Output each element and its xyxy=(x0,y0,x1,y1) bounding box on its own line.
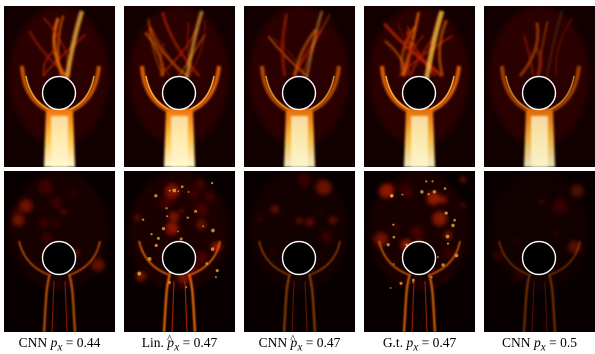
caption-value: 0.44 xyxy=(76,335,101,350)
caption-value: 0.47 xyxy=(432,335,457,350)
caption-value: 0.47 xyxy=(193,335,218,350)
bottom-flow-svg xyxy=(4,171,115,332)
caption-3: CNN p^x = 0.47 xyxy=(258,333,341,354)
caption-subscript: x xyxy=(57,341,63,354)
panel-top-1 xyxy=(4,6,115,167)
caption-2: Lin. p^x = 0.47 xyxy=(141,333,218,354)
caption-value: 0.5 xyxy=(560,335,577,350)
bottom-flow-svg xyxy=(124,171,235,332)
caption-symbol: p xyxy=(533,335,541,350)
caption-relation: = xyxy=(305,335,314,350)
caption-method: Lin. xyxy=(141,335,164,350)
caption-value: 0.47 xyxy=(316,335,341,350)
panel-bottom-5 xyxy=(484,171,595,332)
caption-relation: = xyxy=(182,335,191,350)
caption-symbol: p xyxy=(406,335,414,350)
panel-top-5 xyxy=(484,6,595,167)
caption-subscript: x xyxy=(297,341,303,354)
caption-method: CNN xyxy=(502,335,531,350)
panel-bottom-4 xyxy=(364,171,475,332)
bottom-flow-svg xyxy=(364,171,475,332)
panel-top-2 xyxy=(124,6,235,167)
panel-bottom-2 xyxy=(124,171,235,332)
top-flow-svg xyxy=(244,6,355,167)
panel-bottom-3 xyxy=(244,171,355,332)
caption-5: CNN px = 0.5 xyxy=(480,335,595,354)
panel-bottom-1 xyxy=(4,171,115,332)
caption-symbol: p xyxy=(50,335,58,350)
caption-relation: = xyxy=(421,335,430,350)
top-flow-svg xyxy=(364,6,475,167)
caption-symbol: p xyxy=(167,335,175,350)
top-flow-svg xyxy=(124,6,235,167)
top-flow-svg xyxy=(484,6,595,167)
top-flow-svg xyxy=(4,6,115,167)
caption-symbol: p xyxy=(290,335,298,350)
panel-top-4 xyxy=(364,6,475,167)
caption-subscript: x xyxy=(540,341,546,354)
caption-4: G.t. px = 0.47 xyxy=(360,335,479,354)
caption-relation: = xyxy=(65,335,74,350)
caption-method: G.t. xyxy=(382,335,404,350)
caption-1: CNN px = 0.44 xyxy=(0,335,119,354)
panel-top-3 xyxy=(244,6,355,167)
caption-subscript: x xyxy=(413,341,419,354)
bottom-flow-svg xyxy=(484,171,595,332)
caption-subscript: x xyxy=(174,341,180,354)
caption-relation: = xyxy=(549,335,557,350)
caption-method: CNN xyxy=(18,335,48,350)
bottom-flow-svg xyxy=(244,171,355,332)
caption-method: CNN xyxy=(258,335,288,350)
